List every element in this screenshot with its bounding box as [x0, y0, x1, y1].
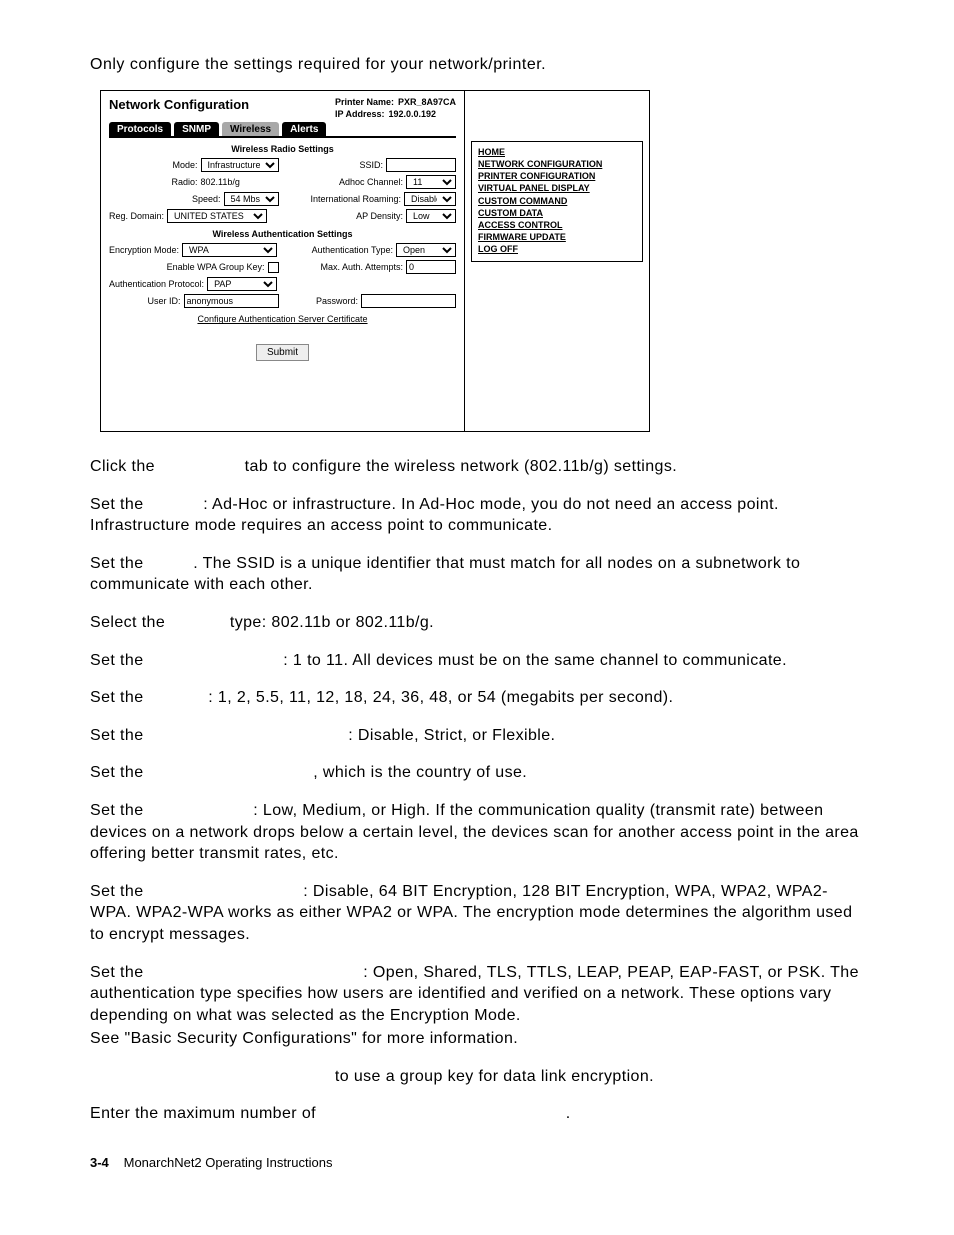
mode-select[interactable]: Infrastructure: [201, 158, 279, 172]
nav-box: HOME NETWORK CONFIGURATION PRINTER CONFI…: [471, 141, 643, 262]
page-footer: 3-4 MonarchNet2 Operating Instructions: [90, 1155, 864, 1170]
roaming-select[interactable]: Disable: [404, 192, 456, 206]
step-7: Set the : Disable, Strict, or Flexible.: [90, 725, 864, 747]
step-11c: See "Basic Security Configurations" for …: [90, 1028, 864, 1050]
lbl-roaming: International Roaming:: [310, 194, 401, 204]
lbl-authproto: Authentication Protocol:: [109, 279, 204, 289]
step-4: Select the type: 802.11b or 802.11b/g.: [90, 612, 864, 634]
lbl-maxauth: Max. Auth. Attempts:: [320, 262, 403, 272]
adhoc-select[interactable]: 11: [406, 175, 456, 189]
authproto-select[interactable]: PAP: [207, 277, 277, 291]
lbl-ssid: SSID:: [359, 160, 383, 170]
tab-bar: Protocols SNMP Wireless Alerts: [109, 122, 456, 138]
lbl-apdensity: AP Density:: [356, 211, 403, 221]
tab-snmp[interactable]: SNMP: [174, 122, 219, 136]
nav-cdata[interactable]: CUSTOM DATA: [478, 207, 636, 219]
radio-heading: Wireless Radio Settings: [109, 144, 456, 154]
auth-heading: Wireless Authentication Settings: [109, 229, 456, 239]
step-6: Set the : 1, 2, 5.5, 11, 12, 18, 24, 36,…: [90, 687, 864, 709]
nav-prncfg[interactable]: PRINTER CONFIGURATION: [478, 170, 636, 182]
apdensity-select[interactable]: Low: [406, 209, 456, 223]
nav-logoff[interactable]: LOG OFF: [478, 243, 636, 255]
nav-vpanel[interactable]: VIRTUAL PANEL DISPLAY: [478, 182, 636, 194]
speed-select[interactable]: 54 Mbs: [224, 192, 279, 206]
nav-netcfg[interactable]: NETWORK CONFIGURATION: [478, 158, 636, 170]
tab-alerts[interactable]: Alerts: [282, 122, 326, 136]
lbl-regdomain: Reg. Domain:: [109, 211, 164, 221]
intro-text: Only configure the settings required for…: [90, 56, 864, 74]
cert-link[interactable]: Configure Authentication Server Certific…: [109, 314, 456, 324]
submit-button[interactable]: Submit: [256, 344, 309, 361]
authtype-select[interactable]: Open: [396, 243, 456, 257]
config-screenshot: Network Configuration Printer Name:PXR_8…: [100, 90, 650, 432]
userid-input[interactable]: [184, 294, 279, 308]
nav-ccmd[interactable]: CUSTOM COMMAND: [478, 195, 636, 207]
step-12: to use a group key for data link encrypt…: [90, 1066, 864, 1088]
lbl-mode: Mode:: [172, 160, 197, 170]
ssid-input[interactable]: [386, 158, 456, 172]
lbl-userid: User ID:: [147, 296, 180, 306]
step-1: Click the tab to configure the wireless …: [90, 456, 864, 478]
step-2: Set the : Ad-Hoc or infrastructure. In A…: [90, 494, 864, 537]
lbl-adhoc: Adhoc Channel:: [339, 177, 403, 187]
panel-title: Network Configuration: [109, 97, 249, 112]
maxauth-input[interactable]: [406, 260, 456, 274]
encmode-select[interactable]: WPA: [182, 243, 277, 257]
panel-meta: Printer Name:PXR_8A97CA IP Address:192.0…: [335, 97, 456, 120]
tab-wireless[interactable]: Wireless: [222, 122, 279, 136]
lbl-password: Password:: [316, 296, 358, 306]
step-5: Set the : 1 to 11. All devices must be o…: [90, 650, 864, 672]
password-input[interactable]: [361, 294, 456, 308]
step-8: Set the , which is the country of use.: [90, 762, 864, 784]
lbl-speed: Speed:: [192, 194, 221, 204]
tab-protocols[interactable]: Protocols: [109, 122, 171, 136]
step-9: Set the : Low, Medium, or High. If the c…: [90, 800, 864, 865]
lbl-radio: Radio:: [171, 177, 197, 187]
nav-fw[interactable]: FIRMWARE UPDATE: [478, 231, 636, 243]
lbl-authtype: Authentication Type:: [312, 245, 393, 255]
lbl-groupkey: Enable WPA Group Key:: [167, 262, 265, 272]
regdomain-select[interactable]: UNITED STATES: [167, 209, 267, 223]
step-3: Set the . The SSID is a unique identifie…: [90, 553, 864, 596]
step-11: Set the : Open, Shared, TLS, TTLS, LEAP,…: [90, 962, 864, 1027]
step-10: Set the : Disable, 64 BIT Encryption, 12…: [90, 881, 864, 946]
nav-access[interactable]: ACCESS CONTROL: [478, 219, 636, 231]
step-13: Enter the maximum number of .: [90, 1103, 864, 1125]
groupkey-checkbox[interactable]: [268, 262, 279, 273]
lbl-encmode: Encryption Mode:: [109, 245, 179, 255]
nav-home[interactable]: HOME: [478, 146, 636, 158]
radio-value: 802.11b/g: [201, 177, 279, 187]
